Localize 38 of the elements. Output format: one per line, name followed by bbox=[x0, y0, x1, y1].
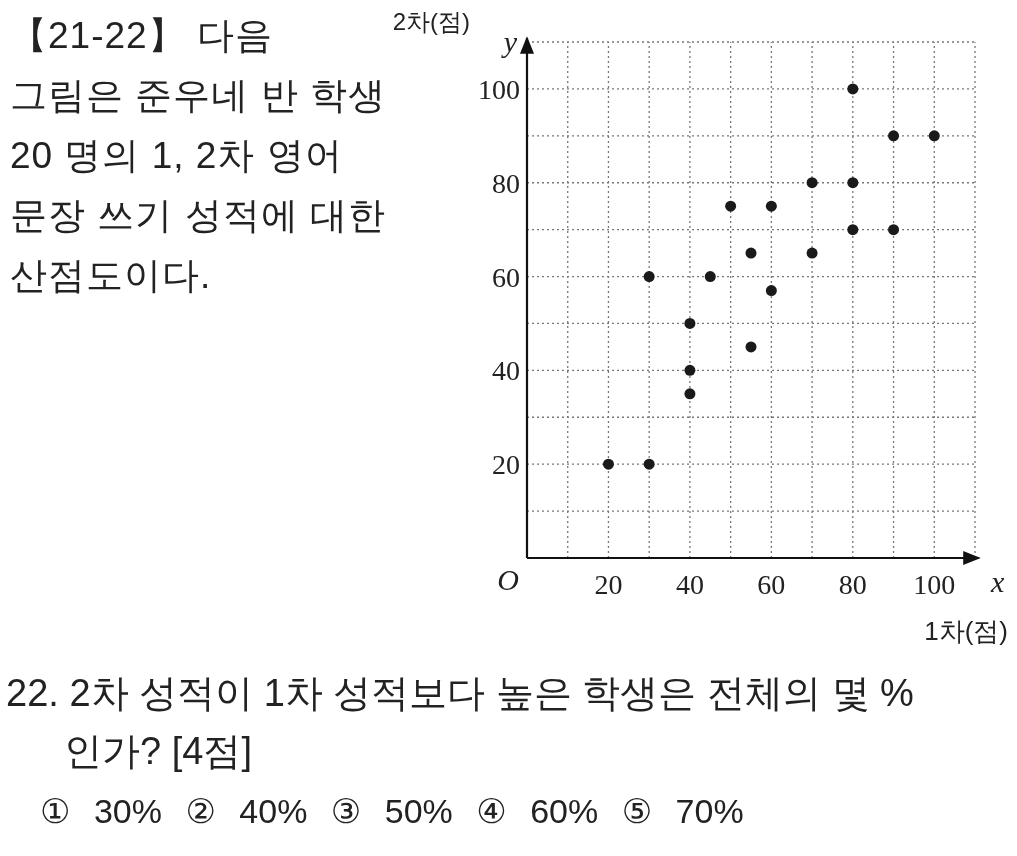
point bbox=[745, 247, 757, 259]
y-axis-title: 2차(점) bbox=[392, 8, 470, 35]
text: 22. 2차 성적이 1차 성적보다 높은 학생은 전체의 몇 %인가? [4점] bbox=[6, 671, 915, 774]
point bbox=[806, 177, 818, 189]
point bbox=[847, 177, 859, 189]
point bbox=[847, 224, 859, 236]
text: ① 30% ② 40% ③ 50% ④ 60% ⑤ 70% bbox=[40, 791, 745, 832]
x-tick-label: 40 bbox=[675, 569, 704, 600]
x-tick-label: 60 bbox=[757, 569, 786, 600]
x-tick-label: 80 bbox=[838, 569, 867, 600]
y-tick-label: 100 bbox=[478, 73, 520, 105]
y-tick-label: 60 bbox=[492, 261, 520, 293]
point bbox=[847, 83, 859, 95]
text: y bbox=[500, 25, 518, 58]
x-axis-title: 1차(점) bbox=[924, 616, 1008, 646]
y-tick-label: 40 bbox=[492, 355, 520, 387]
text: 【21-22】 다음 그림은 준우네 반 학생 20 명의 1, 2차 영어 문장 쓰기 성적에 대한 산점도이다. bbox=[10, 15, 386, 296]
point bbox=[725, 200, 737, 212]
point bbox=[888, 224, 900, 236]
point bbox=[928, 130, 940, 142]
text: O bbox=[497, 563, 519, 596]
point bbox=[765, 200, 777, 212]
point bbox=[684, 364, 696, 376]
point bbox=[643, 458, 655, 470]
point bbox=[704, 271, 716, 283]
point bbox=[806, 247, 818, 259]
point bbox=[602, 458, 614, 470]
text: x bbox=[990, 565, 1005, 598]
point bbox=[745, 341, 757, 353]
point bbox=[684, 388, 696, 400]
point bbox=[888, 130, 900, 142]
point bbox=[684, 317, 696, 329]
point bbox=[643, 271, 655, 283]
y-tick-label: 20 bbox=[492, 449, 520, 481]
y-tick-label: 80 bbox=[492, 167, 520, 199]
point bbox=[765, 285, 777, 297]
x-tick-label: 100 bbox=[913, 569, 956, 600]
x-tick-label: 20 bbox=[594, 569, 623, 600]
